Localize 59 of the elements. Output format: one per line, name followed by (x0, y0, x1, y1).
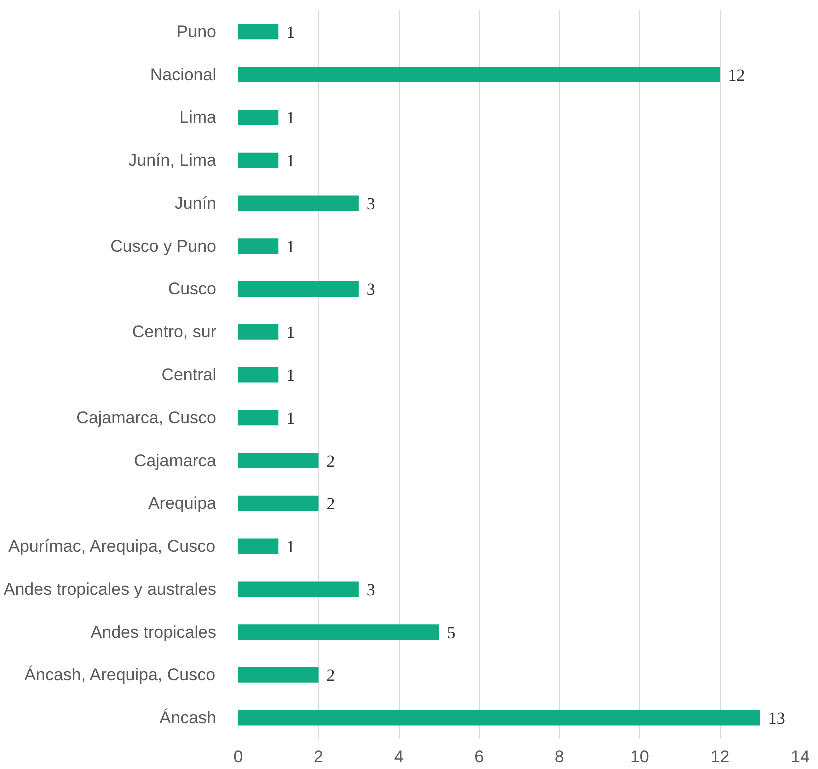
x-tick-label: 4 (394, 748, 404, 766)
data-label: 1 (286, 152, 296, 171)
y-tick-label: Cusco y Puno (110, 236, 217, 256)
y-tick-label: Andes tropicales y australes (4, 580, 216, 599)
y-tick-label: Centro, sur (132, 322, 217, 342)
bar (238, 238, 279, 254)
data-label: 3 (366, 280, 376, 300)
y-tick-label: Áncash, Arequipa, Cusco (24, 666, 216, 685)
x-tick-label: 14 (791, 748, 810, 766)
data-label: 2 (326, 494, 336, 514)
y-tick-label: Puno (176, 22, 216, 42)
bar (238, 624, 440, 640)
x-tick-label: 2 (314, 748, 324, 766)
x-tick-label: 12 (710, 748, 730, 766)
bar (238, 67, 720, 83)
bar (238, 496, 319, 512)
x-tick-label: 10 (630, 748, 650, 766)
y-tick-label: Áncash (160, 708, 216, 728)
data-label: 12 (728, 66, 746, 85)
data-label: 5 (447, 623, 456, 642)
data-label: 1 (286, 237, 296, 256)
y-tick-label: Arequipa (148, 494, 218, 514)
bar (238, 538, 279, 554)
y-tick-label: Junín (174, 194, 217, 213)
y-tick-label: Andes tropicales (90, 622, 217, 642)
data-label: 2 (326, 666, 336, 686)
y-tick-label: Lima (180, 108, 218, 128)
x-tick-label: 6 (474, 748, 484, 766)
data-label: 13 (768, 709, 786, 728)
data-label: 1 (286, 538, 296, 557)
bar (238, 110, 279, 126)
y-tick-label: Junín, Lima (128, 151, 218, 170)
bar (238, 367, 279, 383)
bar (238, 196, 359, 212)
bar (238, 582, 359, 598)
data-label: 1 (286, 323, 296, 342)
data-label: 1 (286, 366, 296, 385)
bar (238, 282, 359, 297)
data-label: 1 (286, 22, 296, 42)
y-tick-label: Cajamarca (134, 451, 218, 470)
bar (238, 324, 279, 340)
data-label: 2 (326, 452, 336, 471)
data-label: 1 (286, 108, 296, 128)
y-tick-label: Cusco (168, 280, 216, 299)
y-tick-label: Nacional (150, 65, 217, 84)
bar (238, 24, 279, 40)
data-label: 1 (286, 408, 296, 428)
data-label: 3 (366, 194, 376, 214)
y-tick-label: Central (162, 366, 217, 384)
x-tick-label: 0 (234, 748, 244, 766)
x-tick-label: 8 (554, 748, 564, 766)
bar (238, 410, 279, 426)
bar (238, 710, 760, 726)
data-label: 3 (366, 580, 376, 600)
y-tick-label: Cajamarca, Cusco (76, 408, 216, 428)
bar (238, 667, 319, 683)
bar (238, 453, 319, 468)
y-tick-label: Apurímac, Arequipa, Cusco (8, 537, 216, 556)
bar (238, 152, 279, 168)
